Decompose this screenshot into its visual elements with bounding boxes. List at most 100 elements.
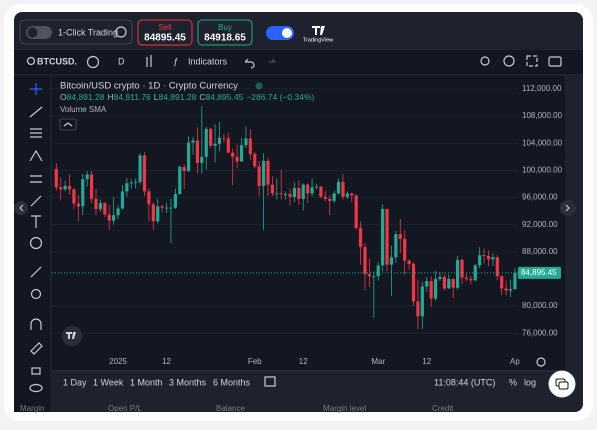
magnet-tool[interactable]	[30, 318, 42, 330]
candle-body	[288, 194, 292, 197]
candle-body	[164, 207, 169, 209]
eye-tool[interactable]	[29, 383, 43, 393]
candle-body	[478, 255, 482, 266]
candle-body	[107, 214, 111, 221]
candle-body	[266, 160, 270, 185]
candle-body	[191, 140, 195, 143]
one-click-label: 1-Click Trading	[58, 27, 118, 37]
symbol[interactable]: BTCUSD.	[37, 56, 77, 66]
indicators[interactable]: Indicators	[188, 56, 228, 66]
range-button[interactable]: 1 Day	[63, 377, 87, 387]
y-tick-label: 92,000.00	[522, 220, 558, 229]
candle-body	[134, 181, 138, 183]
log-toggle[interactable]: log	[524, 377, 536, 387]
fullscreen-icon[interactable]	[526, 55, 538, 67]
candle-body	[72, 189, 76, 204]
line-tool[interactable]	[29, 106, 43, 118]
buy-label: Buy	[218, 23, 232, 32]
candle-body	[54, 169, 58, 188]
one-click-box[interactable]	[19, 19, 133, 45]
tv-logo-text: TradingView	[303, 37, 333, 43]
axis-settings[interactable]	[536, 357, 546, 367]
collapse-button[interactable]	[59, 118, 77, 131]
candle-body	[239, 145, 244, 162]
settings-icon[interactable]	[503, 55, 515, 67]
pencil-tool[interactable]	[30, 342, 43, 355]
range-button[interactable]: 3 Months	[169, 377, 207, 387]
candle-body	[451, 278, 455, 288]
emoji-tool[interactable]	[29, 236, 43, 250]
left-scroll[interactable]	[14, 201, 28, 215]
collapse-icon	[63, 122, 73, 127]
zoom-tool[interactable]	[30, 288, 42, 300]
candle-body	[138, 155, 142, 182]
candle-body	[350, 193, 354, 196]
candle-body	[310, 187, 314, 194]
candle-body	[261, 160, 266, 186]
y-tick-label: 88,000.00	[522, 247, 558, 256]
candle-body	[182, 166, 186, 172]
candle-body	[336, 181, 341, 194]
candle-body	[416, 301, 420, 317]
zoom-icon[interactable]	[480, 56, 490, 66]
ohlc-key: O	[60, 92, 67, 102]
candle-body	[279, 193, 283, 195]
calendar-icon[interactable]	[264, 376, 276, 387]
candle-body	[235, 156, 239, 162]
range-button[interactable]: 6 Months	[213, 377, 251, 387]
candle-body	[125, 183, 129, 192]
ruler-tool[interactable]	[30, 266, 42, 278]
add-icon[interactable]	[86, 55, 100, 69]
candle-body	[116, 208, 120, 216]
search-icon[interactable]	[26, 56, 36, 66]
snapshot-icon[interactable]	[548, 56, 562, 67]
range-button[interactable]: 1 Week	[93, 377, 124, 387]
candle-body	[204, 128, 208, 157]
help-icon[interactable]	[115, 26, 127, 38]
candle-body	[142, 155, 147, 192]
y-tick-label: 80,000.00	[522, 301, 558, 310]
candle-body	[460, 259, 464, 278]
candle-body	[63, 185, 67, 190]
undo-icon[interactable]	[244, 58, 255, 69]
candle-body	[513, 272, 517, 290]
chat-icon	[558, 381, 569, 390]
interval[interactable]: D	[118, 56, 125, 66]
footer-label: Margin	[20, 404, 44, 413]
candle-body	[301, 184, 305, 199]
tv-logo-icon	[312, 26, 325, 35]
lock-tool[interactable]	[31, 367, 41, 375]
candle-body	[328, 198, 332, 201]
percent-toggle[interactable]: %	[509, 377, 517, 387]
candle-body	[358, 228, 363, 248]
y-tick-label: 104,000.00	[522, 138, 563, 147]
pattern-tool[interactable]	[29, 149, 43, 162]
candle-type-icon[interactable]	[146, 55, 152, 67]
range-button[interactable]: 1 Month	[130, 377, 163, 387]
sell-price: 84895.45	[144, 33, 186, 44]
candle-body	[403, 238, 407, 261]
text-tool[interactable]	[31, 215, 41, 228]
brush-tool[interactable]	[30, 195, 42, 207]
candle-body	[160, 206, 164, 208]
sell-button[interactable]	[137, 19, 193, 46]
ohlc-line: O84,891.28 H84,911.76 L84,891.28 C84,895.45…	[60, 92, 315, 102]
buy-button[interactable]	[197, 19, 253, 46]
channel-tool[interactable]	[30, 128, 42, 138]
candle-body	[231, 152, 235, 157]
drawing-tools[interactable]	[29, 83, 43, 393]
crosshair-tool[interactable]	[30, 83, 42, 95]
candle-body	[394, 234, 398, 258]
footer-label: Open P/L	[108, 404, 142, 413]
candle-body	[213, 143, 217, 146]
candle-body	[411, 264, 416, 302]
volume-legend: Volume SMA	[60, 105, 107, 114]
candle-body	[482, 255, 486, 257]
buy-price: 84918.65	[204, 33, 246, 44]
fib-tool[interactable]	[30, 175, 42, 183]
x-tick-label: Ap	[510, 357, 520, 366]
right-scroll[interactable]	[560, 200, 576, 216]
candle-body	[103, 202, 107, 215]
candle-body	[292, 188, 297, 197]
candle-body	[270, 184, 274, 194]
